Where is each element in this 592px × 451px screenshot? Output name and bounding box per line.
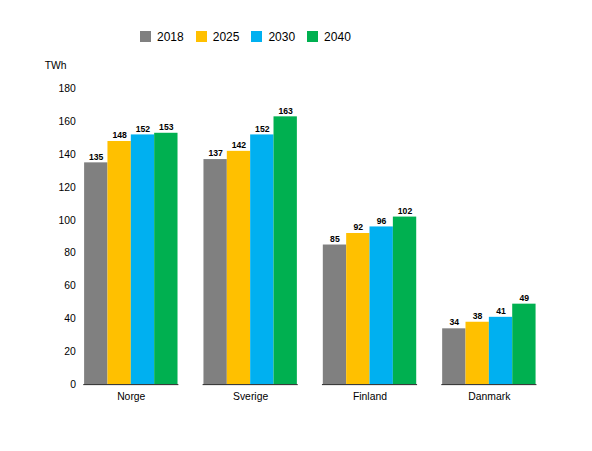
svg-text:85: 85 [330, 234, 340, 244]
svg-text:38: 38 [473, 311, 483, 321]
html-text:2030: 2030 [268, 29, 296, 44]
svg-text:140: 140 [59, 149, 77, 160]
svg-text:120: 120 [59, 182, 77, 193]
svg-text:102: 102 [398, 206, 413, 216]
html-text:2018: 2018 [157, 29, 184, 44]
svg-text:20: 20 [64, 346, 76, 357]
svg-text:40: 40 [64, 313, 76, 324]
svg-text:152: 152 [255, 124, 270, 134]
svg-text:180: 180 [59, 83, 77, 94]
svg-text:34: 34 [449, 317, 459, 327]
svg-text:TWh: TWh [45, 60, 67, 71]
svg-text:92: 92 [353, 222, 363, 232]
svg-text:41: 41 [496, 306, 506, 316]
svg-text:137: 137 [208, 148, 223, 158]
html-text:2040: 2040 [324, 29, 351, 44]
html-text:2025: 2025 [212, 29, 240, 44]
svg-text:163: 163 [278, 105, 293, 115]
svg-text:100: 100 [59, 215, 77, 226]
svg-text:0: 0 [70, 379, 76, 390]
svg-text:60: 60 [64, 280, 76, 291]
svg-text:Sverige: Sverige [233, 391, 268, 402]
svg-text:153: 153 [159, 122, 174, 132]
svg-text:96: 96 [377, 216, 387, 226]
svg-text:142: 142 [232, 140, 247, 150]
svg-text:160: 160 [59, 116, 77, 127]
svg-text:Danmark: Danmark [468, 391, 511, 402]
svg-text:152: 152 [136, 124, 151, 134]
svg-text:Finland: Finland [353, 391, 387, 402]
svg-text:49: 49 [520, 293, 530, 303]
svg-text:80: 80 [64, 247, 76, 258]
svg-text:Norge: Norge [117, 391, 145, 402]
svg-text:135: 135 [89, 151, 104, 161]
svg-text:148: 148 [112, 130, 127, 140]
